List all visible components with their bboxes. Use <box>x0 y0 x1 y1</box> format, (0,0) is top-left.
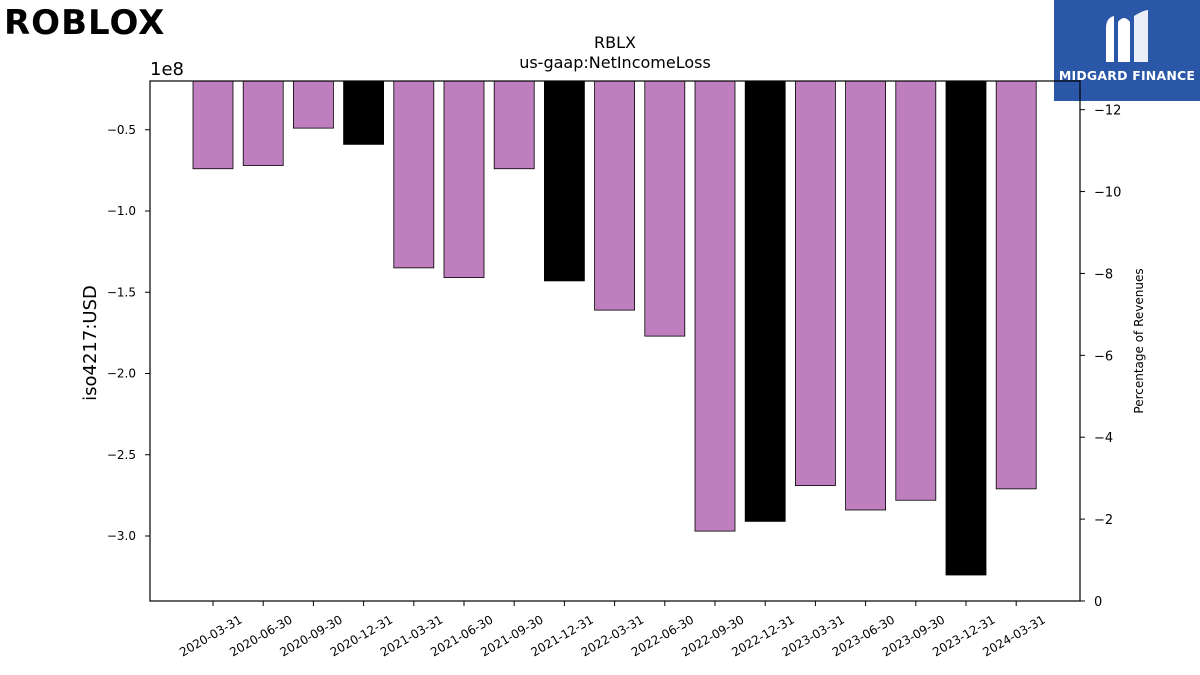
bar-2022-06-30 <box>644 80 686 337</box>
bars-group <box>192 80 1037 576</box>
y2-tick-label: −4 <box>1094 431 1113 446</box>
bar-2023-12-31 <box>945 80 987 576</box>
y-axis-offset-label: 1e8 <box>150 59 184 80</box>
y-tick-label: −2.0 <box>107 367 136 381</box>
bar-2021-09-30 <box>493 80 535 170</box>
y-tick-label: −3.0 <box>107 529 136 543</box>
y-tick-label: −0.5 <box>107 123 136 137</box>
roblox-logo-text: ROBLOX <box>4 4 165 40</box>
secondary-y-axis-label: Percentage of Revenues <box>1132 268 1146 413</box>
y-tick-label: −2.5 <box>107 448 136 462</box>
secondary-y-ticks-group: 0 −2 −4 −6 −8 −10 −12 <box>1080 104 1121 610</box>
bar-2022-12-31 <box>744 80 786 522</box>
y2-tick-label: −6 <box>1094 349 1113 364</box>
midgard-finance-logo-text: MIDGARD FINANCE <box>1058 68 1196 83</box>
y2-tick-label: −8 <box>1094 267 1113 282</box>
bar-2020-09-30 <box>292 80 334 129</box>
bar-2021-03-31 <box>393 80 435 269</box>
midgard-finance-logo: MIDGARD FINANCE <box>1054 0 1200 101</box>
chart-title: RBLX <box>594 33 636 52</box>
y-axis-label: iso4217:USD <box>80 285 101 401</box>
bar-2023-09-30 <box>895 80 937 501</box>
y2-tick-label: −2 <box>1094 513 1113 528</box>
bar-2023-03-31 <box>795 80 836 487</box>
bar-2022-09-30 <box>694 80 736 532</box>
bar-2023-06-30 <box>845 80 886 511</box>
bar-2020-12-31 <box>343 80 385 145</box>
bar-2020-03-31 <box>192 80 234 170</box>
bar-2021-06-30 <box>443 80 485 279</box>
roblox-logo: ROBLOX <box>4 4 165 40</box>
y-tick-label: −1.0 <box>107 204 136 218</box>
y-tick-label: −1.5 <box>107 285 136 299</box>
x-ticks-group: 2020-03-312020-06-302020-09-302020-12-31… <box>177 601 1048 659</box>
y-ticks-group: −0.5 −1.0 −1.5 −2.0 −2.5 −3.0 <box>107 123 150 543</box>
chart-subtitle: us-gaap:NetIncomeLoss <box>519 53 711 72</box>
y2-tick-label: −10 <box>1094 186 1121 201</box>
bar-2021-12-31 <box>544 80 585 282</box>
y2-tick-label: −12 <box>1094 104 1121 119</box>
y2-tick-label: 0 <box>1094 595 1102 610</box>
bar-2022-03-31 <box>594 80 635 311</box>
midgard-emblem-icon <box>1106 10 1148 62</box>
plot-frame <box>149 80 1081 602</box>
bar-2024-03-31 <box>995 80 1037 490</box>
bar-2020-06-30 <box>242 80 284 166</box>
